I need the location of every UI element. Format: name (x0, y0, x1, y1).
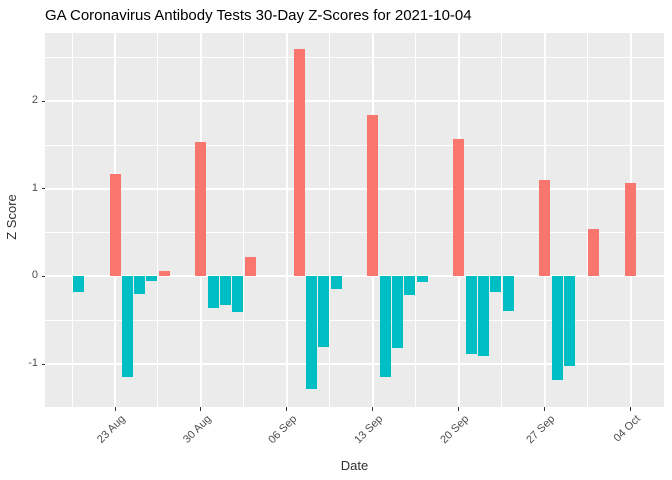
y-axis-title: Z Score (4, 194, 19, 240)
bar-29-sep (563, 276, 575, 366)
x-tick-mark (372, 407, 374, 411)
gridline-h-minor (45, 319, 664, 321)
bar-02-sep (232, 276, 244, 312)
bar-25-aug (134, 276, 146, 294)
gridline-v-minor (157, 33, 159, 407)
plot-panel (45, 33, 664, 407)
bar-21-sep (465, 276, 477, 354)
x-tick-label: 27 Sep (524, 413, 558, 447)
gridline-h-major (45, 363, 664, 366)
bar-30-aug (195, 142, 207, 277)
gridline-v-minor (415, 33, 417, 407)
x-tick-mark (544, 407, 546, 411)
bar-24-sep (502, 276, 514, 311)
x-tick-mark (114, 407, 116, 411)
gridline-v-minor (71, 33, 73, 407)
gridline-h-minor (45, 144, 664, 146)
bar-26-aug (146, 276, 158, 281)
bar-16-sep (404, 276, 416, 295)
y-tick-label: -1 (28, 357, 38, 370)
bar-03-sep (244, 257, 256, 277)
gridline-h-major (45, 187, 664, 190)
x-tick-label: 23 Aug (94, 413, 128, 446)
gridline-h-major (45, 275, 664, 278)
y-tick-mark (41, 188, 45, 190)
x-tick-label: 13 Sep (352, 413, 386, 447)
bar-24-aug (121, 276, 133, 378)
gridline-v-minor (501, 33, 503, 407)
x-tick-mark (200, 407, 202, 411)
bar-07-sep (293, 48, 305, 277)
x-tick-mark (630, 407, 632, 411)
gridline-v-minor (243, 33, 245, 407)
gridline-h-major (45, 100, 664, 103)
bar-01-oct (588, 229, 600, 277)
bar-20-aug (72, 276, 84, 293)
y-tick-label: 1 (31, 181, 38, 194)
y-tick-mark (41, 275, 45, 277)
bar-23-sep (490, 276, 502, 293)
bar-09-sep (318, 276, 330, 348)
bar-15-sep (391, 276, 403, 349)
chart-title: GA Coronavirus Antibody Tests 30-Day Z-S… (45, 7, 472, 24)
x-tick-label: 06 Sep (266, 413, 300, 447)
gridline-h-minor (45, 232, 664, 234)
bar-13-sep (367, 115, 379, 277)
bar-10-sep (330, 276, 342, 289)
x-tick-mark (286, 407, 288, 411)
bar-14-sep (379, 276, 391, 378)
y-tick-label: 2 (31, 94, 38, 107)
bar-28-sep (551, 276, 563, 380)
gridline-v-major (285, 33, 288, 407)
y-tick-mark (41, 363, 45, 365)
bar-27-sep (539, 180, 551, 277)
bar-20-sep (453, 138, 465, 277)
bar-08-sep (306, 276, 317, 390)
x-axis-title: Date (340, 458, 369, 473)
y-tick-label: 0 (31, 269, 38, 282)
bar-01-sep (220, 276, 232, 305)
gridline-v-minor (329, 33, 331, 407)
bar-04-oct (625, 182, 637, 277)
bar-27-aug (158, 271, 170, 277)
x-tick-label: 04 Oct (611, 413, 644, 445)
x-tick-label: 20 Sep (438, 413, 472, 447)
gridline-v-minor (587, 33, 589, 407)
x-tick-mark (458, 407, 460, 411)
gridline-h-minor (45, 57, 664, 59)
bar-31-aug (207, 276, 219, 309)
bar-23-aug (109, 174, 121, 277)
y-tick-mark (41, 100, 45, 102)
bar-22-sep (477, 276, 489, 357)
bar-17-sep (416, 276, 428, 282)
x-tick-label: 30 Aug (180, 413, 214, 446)
